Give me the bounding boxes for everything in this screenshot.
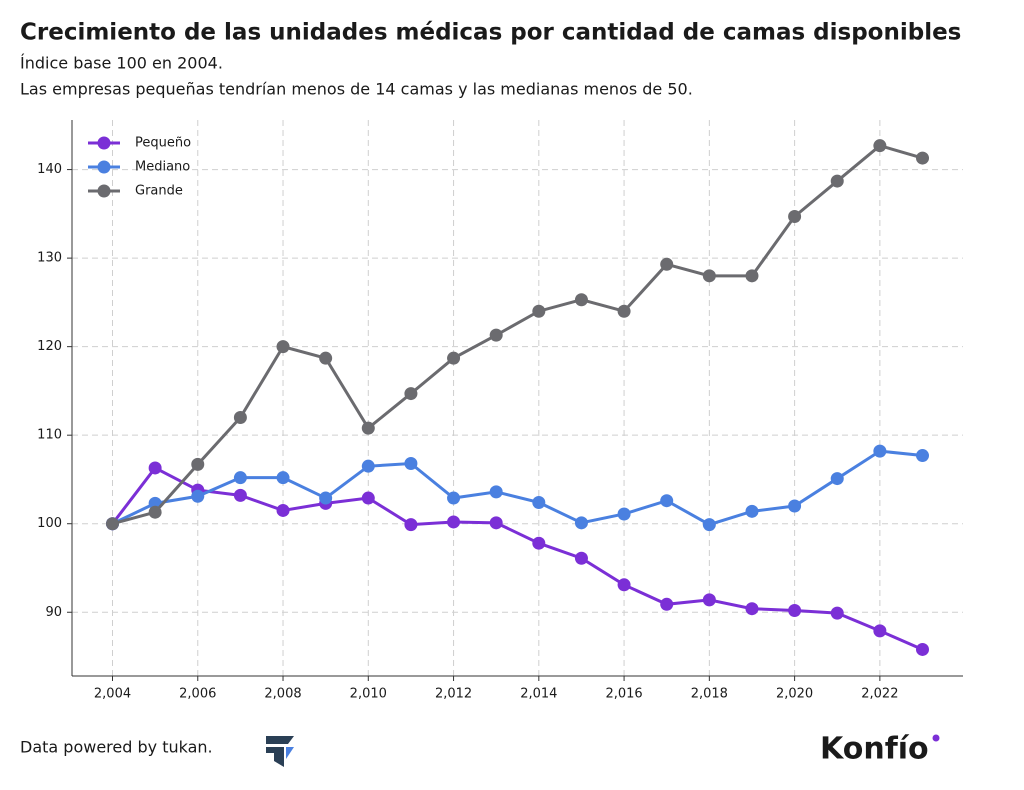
data-point — [489, 328, 503, 342]
data-point — [830, 174, 844, 188]
source-note: Data powered by tukan. — [20, 738, 213, 757]
data-point — [702, 269, 716, 283]
series-line — [111, 449, 923, 527]
data-point — [447, 491, 461, 505]
legend-marker — [97, 184, 111, 198]
y-tick-label: 90 — [45, 605, 62, 620]
data-point — [319, 491, 333, 505]
x-tick-label: 2,012 — [435, 687, 472, 702]
data-point — [148, 505, 162, 519]
data-point — [404, 387, 418, 401]
data-point — [148, 461, 162, 475]
legend-label: Grande — [135, 184, 183, 199]
data-point — [276, 471, 290, 485]
y-tick-label: 100 — [37, 516, 62, 531]
x-tick-label: 2,004 — [94, 687, 131, 702]
y-tick-label: 140 — [37, 162, 62, 177]
y-tick-label: 120 — [37, 339, 62, 354]
data-point — [532, 304, 546, 318]
data-point — [873, 624, 887, 638]
data-point — [788, 499, 802, 513]
data-point — [745, 269, 759, 283]
data-point — [233, 410, 247, 424]
x-tick-label: 2,006 — [179, 687, 216, 702]
brand-dot — [932, 734, 940, 742]
data-point — [873, 444, 887, 458]
data-point — [916, 151, 929, 165]
data-point — [702, 593, 716, 607]
legend-marker — [97, 160, 111, 174]
data-point — [617, 304, 631, 318]
data-point — [361, 459, 375, 473]
data-point — [191, 457, 205, 471]
data-point — [276, 503, 290, 517]
brand-logo: Konfío — [820, 732, 929, 767]
data-point — [233, 471, 247, 485]
data-point — [532, 536, 546, 550]
data-point — [532, 495, 546, 509]
y-tick-label: 130 — [37, 251, 62, 266]
data-point — [916, 449, 929, 463]
data-point — [106, 517, 119, 531]
data-point — [361, 421, 375, 435]
subtitle: Las empresas pequeñas tendrían menos de … — [20, 80, 693, 99]
series-line — [112, 144, 923, 526]
data-point — [319, 351, 333, 365]
series-line — [111, 466, 924, 651]
data-point — [830, 606, 844, 620]
data-point — [702, 518, 716, 532]
data-point — [489, 516, 503, 530]
data-point — [745, 602, 759, 616]
data-point — [788, 603, 802, 617]
data-point — [617, 578, 631, 592]
data-point — [361, 491, 375, 505]
data-point — [830, 472, 844, 486]
x-tick-label: 2,022 — [861, 687, 898, 702]
data-point — [745, 504, 759, 518]
data-point — [574, 551, 588, 565]
x-tick-label: 2,014 — [520, 687, 557, 702]
data-point — [447, 351, 461, 365]
x-tick-label: 2,016 — [605, 687, 642, 702]
data-point — [276, 340, 290, 354]
legend-label: Pequeño — [135, 136, 191, 151]
tukan-logo — [266, 736, 294, 767]
plot-area: 90 100 110 120 130 140 2,004 2,006 2,008 2,010 2,0… — [37, 120, 963, 702]
data-point — [191, 489, 205, 503]
data-point — [660, 597, 674, 611]
data-point — [660, 494, 674, 508]
subtitle: Índice base 100 en 2004. — [20, 54, 223, 73]
x-tick-label: 2,010 — [350, 687, 387, 702]
x-tick-label: 2,008 — [264, 687, 301, 702]
legend-marker — [97, 136, 111, 150]
data-point — [873, 139, 887, 153]
chart-title: Crecimiento de las unidades médicas por … — [20, 20, 961, 46]
data-point — [617, 507, 631, 521]
x-tick-label: 2,020 — [776, 687, 813, 702]
data-point — [574, 293, 588, 307]
data-point — [404, 457, 418, 471]
data-point — [404, 518, 418, 532]
data-point — [916, 642, 929, 656]
y-tick-label: 110 — [37, 428, 62, 443]
data-point — [574, 516, 588, 530]
legend-label: Mediano — [135, 160, 190, 175]
x-tick-label: 2,018 — [691, 687, 728, 702]
data-point — [233, 488, 247, 502]
data-point — [447, 515, 461, 529]
data-point — [660, 257, 674, 271]
data-point — [788, 210, 802, 224]
data-point — [489, 485, 503, 499]
